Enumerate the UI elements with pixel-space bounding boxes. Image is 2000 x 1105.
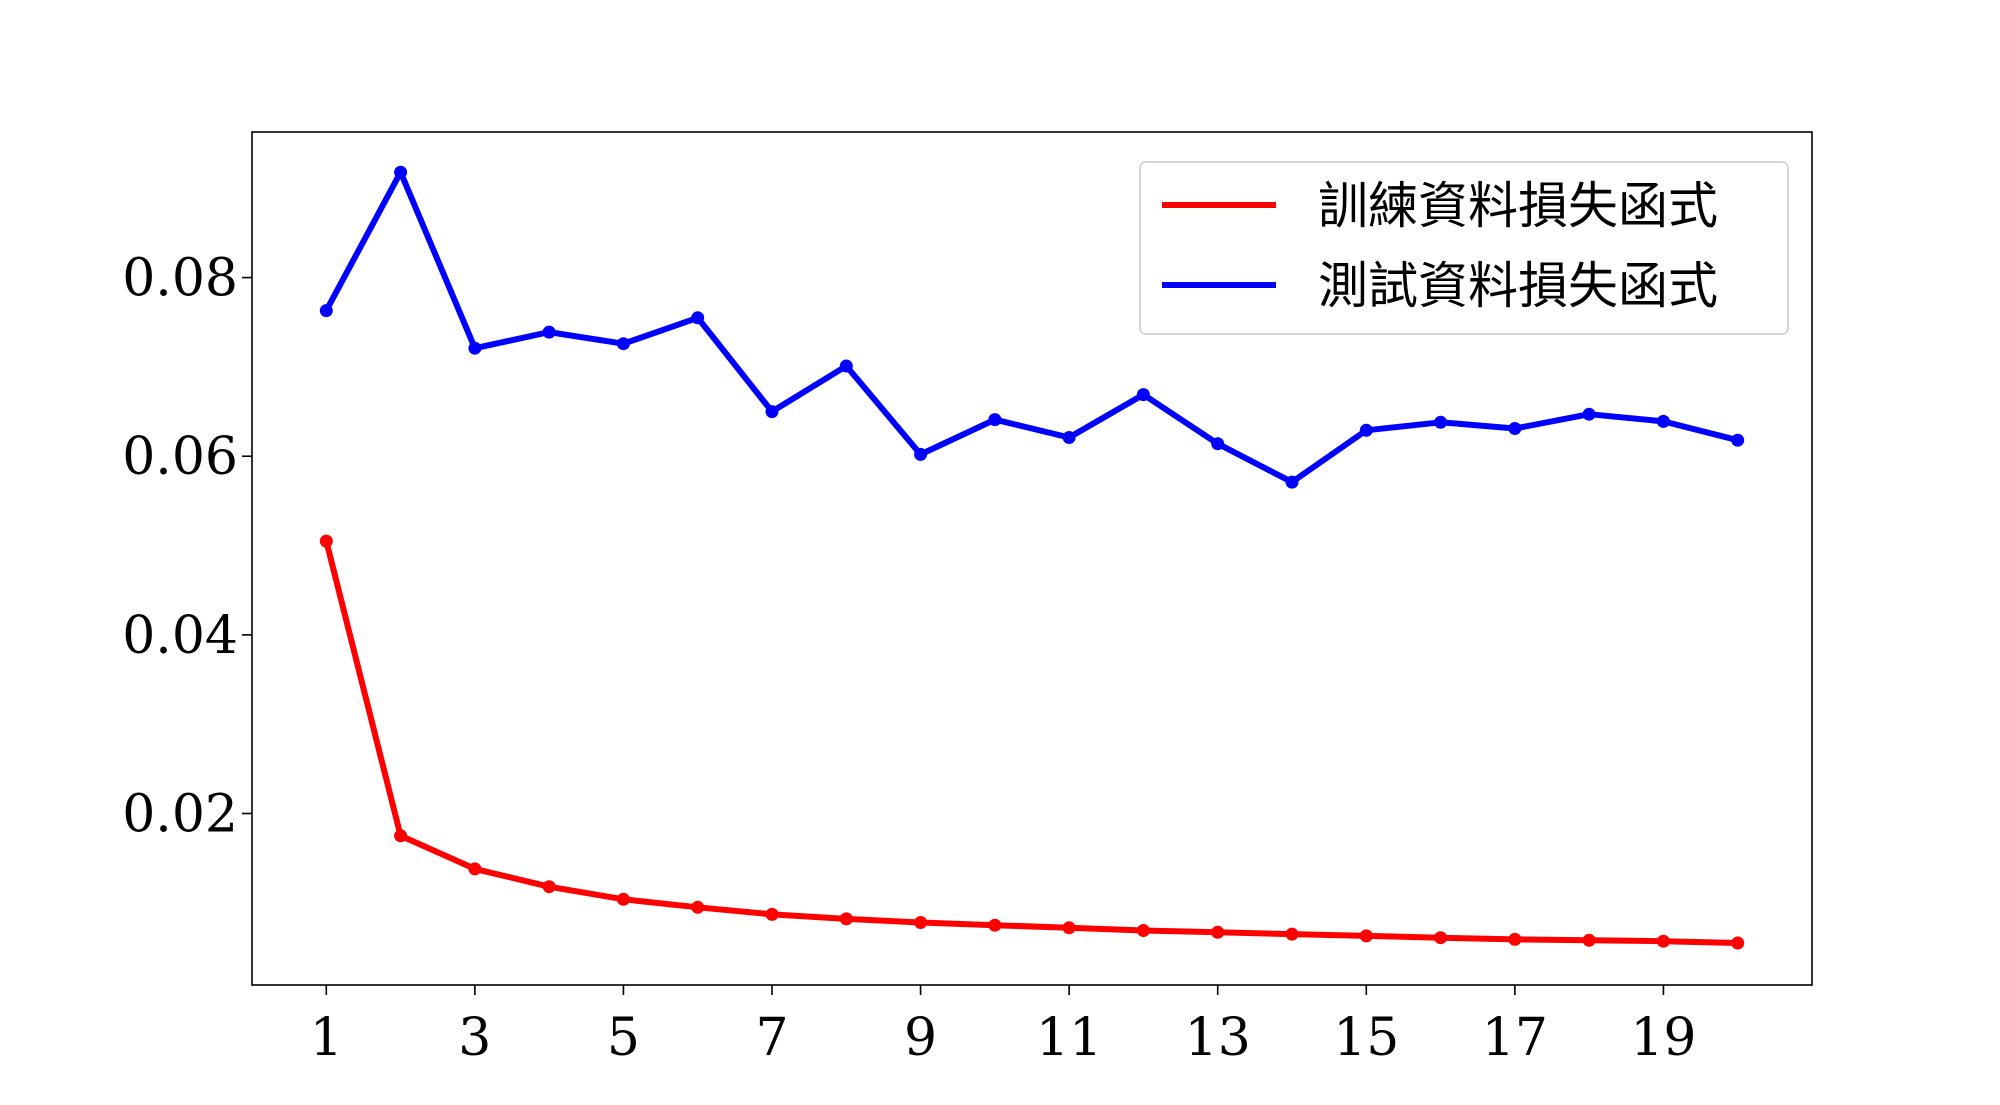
data-point-1-17	[1582, 407, 1596, 421]
data-point-1-15	[1434, 415, 1448, 429]
x-tick-label: 9	[904, 1008, 937, 1068]
data-point-0-12	[1211, 925, 1225, 939]
y-axis: 0.02 0.04 0.06 0.08	[122, 249, 252, 845]
series-line-1	[323, 169, 1741, 486]
data-point-0-1	[394, 829, 408, 843]
data-point-0-15	[1434, 931, 1448, 945]
series-0	[319, 534, 1745, 950]
data-point-1-5	[691, 311, 705, 325]
data-point-0-11	[1136, 924, 1150, 937]
data-point-0-10	[1062, 921, 1076, 935]
x-tick-label: 1	[310, 1008, 343, 1068]
data-point-1-19	[1731, 433, 1745, 447]
x-tick-label: 11	[1036, 1008, 1102, 1068]
series-line-0	[323, 538, 1741, 946]
data-point-0-16	[1508, 932, 1522, 946]
data-point-0-13	[1285, 927, 1299, 941]
data-point-1-1	[394, 165, 408, 179]
y-tick-label: 0.04	[122, 606, 238, 666]
x-tick-label: 15	[1333, 1008, 1399, 1068]
legend-label-training-loss: 訓練資料損失函式	[1318, 177, 1718, 235]
data-point-0-14	[1359, 929, 1373, 943]
data-point-0-19	[1731, 936, 1745, 950]
series-layer	[319, 165, 1745, 950]
data-point-1-7	[839, 359, 853, 373]
data-point-0-7	[839, 912, 853, 926]
data-point-0-9	[988, 918, 1002, 932]
data-point-1-3	[542, 325, 556, 339]
series-1	[319, 165, 1745, 489]
x-axis: 1 3 5 7 9 11 13 15 17 19	[310, 985, 1697, 1068]
data-point-0-4	[616, 892, 630, 906]
data-point-0-2	[468, 862, 482, 876]
data-point-0-8	[914, 916, 928, 929]
data-point-0-17	[1582, 933, 1596, 947]
legend-label-test-loss: 測試資料損失函式	[1318, 257, 1718, 315]
x-tick-label: 3	[458, 1008, 491, 1068]
data-point-1-13	[1285, 475, 1299, 489]
data-point-1-16	[1508, 422, 1522, 435]
data-point-1-12	[1211, 437, 1225, 451]
data-point-1-8	[914, 447, 928, 461]
data-point-1-18	[1656, 414, 1670, 428]
data-point-0-6	[765, 907, 779, 921]
data-point-1-11	[1136, 388, 1150, 402]
data-point-0-3	[542, 880, 556, 894]
data-point-1-4	[616, 337, 630, 351]
data-point-1-9	[988, 413, 1002, 427]
data-point-1-10	[1062, 431, 1076, 444]
plot-frame	[251, 131, 1813, 986]
legend-box	[1139, 161, 1789, 335]
x-tick-label: 13	[1185, 1008, 1251, 1068]
y-tick-label: 0.02	[122, 785, 238, 845]
data-point-0-5	[691, 900, 705, 914]
data-point-1-14	[1359, 423, 1373, 437]
data-point-1-0	[319, 304, 333, 318]
x-tick-label: 17	[1482, 1008, 1548, 1068]
x-tick-label: 19	[1630, 1008, 1696, 1068]
data-point-1-6	[765, 405, 779, 419]
x-tick-label: 5	[607, 1008, 640, 1068]
x-tick-label: 7	[755, 1008, 788, 1068]
y-tick-label: 0.08	[122, 249, 238, 309]
data-point-0-0	[319, 534, 333, 548]
data-point-1-2	[468, 341, 482, 355]
legend: 訓練資料損失函式 測試資料損失函式	[1139, 161, 1789, 335]
data-point-0-18	[1656, 934, 1670, 948]
y-tick-label: 0.06	[122, 427, 238, 487]
